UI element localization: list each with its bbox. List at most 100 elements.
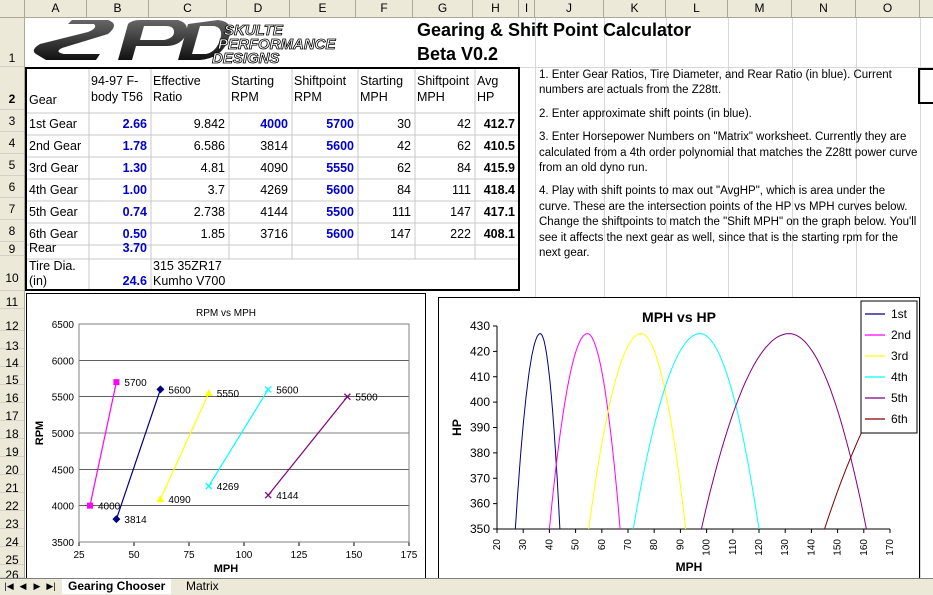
gear-row-4-shift-rpm[interactable]: 5600 <box>326 183 354 197</box>
chart2-legend-label-0: 1st <box>891 307 908 321</box>
selected-cell[interactable] <box>918 68 933 104</box>
gear-row-1-shift-rpm[interactable]: 5700 <box>326 117 354 131</box>
gear-row-2-avg-hp: 410.5 <box>483 139 515 153</box>
rear-label: Rear <box>29 241 57 255</box>
chart1-label-4-1: 5500 <box>355 393 378 404</box>
row-header-19[interactable]: 19 <box>0 439 24 459</box>
chart2-xlabel: MPH <box>676 560 703 574</box>
header-shift-rpm: Shiftpoint RPM <box>294 74 347 104</box>
chart2-xtick-5: 70 <box>623 539 634 551</box>
gear-row-4-ratio[interactable]: 1.00 <box>122 183 147 197</box>
row-header-11[interactable]: 11 <box>0 291 24 309</box>
row-header-21[interactable]: 21 <box>0 475 24 495</box>
chart1-series-3-line <box>208 389 269 487</box>
chart2-series-4th-line <box>632 333 760 529</box>
header-avg-hp: Avg HP <box>477 74 499 104</box>
col-header-i[interactable]: I <box>519 0 535 17</box>
col-header-k[interactable]: K <box>604 0 666 17</box>
gear-row-1-ratio[interactable]: 2.66 <box>122 117 147 131</box>
row-header-8[interactable]: 8 <box>0 220 24 242</box>
col-header-d[interactable]: D <box>227 0 290 17</box>
chart1-ylabel: RPM <box>34 421 46 445</box>
row-header-26[interactable]: 26 <box>0 565 24 582</box>
chart1-point-3-0 <box>205 482 213 490</box>
chart2-ytick-5: 400 <box>470 395 490 409</box>
row-header-12[interactable]: 12 <box>0 309 24 333</box>
col-header-b[interactable]: B <box>87 0 149 17</box>
rear-ratio-input[interactable]: 3.70 <box>122 241 147 255</box>
gear-row-6-shift-rpm[interactable]: 5600 <box>326 227 354 241</box>
gear-row-2-start-rpm: 3814 <box>260 139 288 153</box>
col-header-g[interactable]: G <box>413 0 473 17</box>
col-header-f[interactable]: F <box>356 0 413 17</box>
row-header-23[interactable]: 23 <box>0 511 24 531</box>
first-sheet-button[interactable]: |◀ <box>4 581 14 591</box>
col-header-a[interactable]: A <box>25 0 87 17</box>
col-header-e[interactable]: E <box>290 0 356 17</box>
gear-row-5-ratio[interactable]: 0.74 <box>122 205 147 219</box>
row-header-6[interactable]: 6 <box>0 176 24 198</box>
row-header-17[interactable]: 17 <box>0 403 24 423</box>
row-header-4[interactable]: 4 <box>0 132 24 154</box>
row-header-13[interactable]: 13 <box>0 331 24 353</box>
row-header-14[interactable]: 14 <box>0 349 24 370</box>
gear-row-5-shift-rpm[interactable]: 5500 <box>326 205 354 219</box>
chart2-series-1st-line <box>514 333 561 529</box>
gear-row-4-gear: 4th Gear <box>29 183 78 197</box>
chart1-xtick-6: 175 <box>401 550 418 561</box>
chart1-xtick-2: 75 <box>183 550 195 561</box>
gear-row-6-ratio[interactable]: 0.50 <box>122 227 147 241</box>
gear-row-3-ratio[interactable]: 1.30 <box>122 161 147 175</box>
tab-gearing-chooser[interactable]: Gearing Chooser <box>62 579 172 594</box>
gear-row-1-start-rpm[interactable]: 4000 <box>260 117 288 131</box>
gear-row-5-avg-hp: 417.1 <box>483 205 515 219</box>
col-header-c[interactable]: C <box>149 0 227 17</box>
chart1-point-2-0 <box>156 495 165 503</box>
chart1-ytick-6: 6500 <box>52 320 75 331</box>
row-header-20[interactable]: 20 <box>0 457 24 477</box>
row-header-18[interactable]: 18 <box>0 421 24 441</box>
chart1-label-2-1: 5550 <box>217 389 240 400</box>
col-header-o[interactable]: O <box>856 0 920 17</box>
col-header-h[interactable]: H <box>473 0 519 17</box>
row-header-16[interactable]: 16 <box>0 385 24 405</box>
select-all-corner[interactable] <box>0 0 25 17</box>
last-sheet-button[interactable]: ▶| <box>46 581 56 591</box>
chart2-xtick-10: 120 <box>754 539 765 556</box>
row-header-5[interactable]: 5 <box>0 154 24 176</box>
row-header-1[interactable]: 1 <box>0 18 24 67</box>
row-header-25[interactable]: 25 <box>0 547 24 567</box>
tab-matrix[interactable]: Matrix <box>186 579 219 593</box>
row-header-22[interactable]: 22 <box>0 493 24 513</box>
chart1-label-1-0: 3814 <box>124 515 147 526</box>
row-header-3[interactable]: 3 <box>0 110 24 132</box>
rpm-vs-mph-chart[interactable]: RPM vs MPH 3500 4000 4500 5000 5500 6000 6500 25… <box>26 293 426 579</box>
row-header-15[interactable]: 15 <box>0 367 24 387</box>
row-header-10[interactable]: 10 <box>0 256 24 291</box>
chart2-legend-label-1: 2nd <box>891 328 911 342</box>
chart1-xtick-0: 25 <box>73 550 85 561</box>
chart2-xtick-0: 20 <box>492 539 503 551</box>
gear-row-3-shift-rpm[interactable]: 5550 <box>326 161 354 175</box>
col-header-m[interactable]: M <box>728 0 792 17</box>
row-header-7[interactable]: 7 <box>0 198 24 220</box>
col-header-n[interactable]: N <box>792 0 856 17</box>
chart2-ytick-0: 350 <box>470 522 490 536</box>
chart1-label-3-1: 5600 <box>276 385 299 396</box>
gear-row-2-shift-rpm[interactable]: 5600 <box>326 139 354 153</box>
col-header-j[interactable]: J <box>535 0 604 17</box>
tire-label: Tire Dia. (in) <box>29 259 76 288</box>
chart2-xtick-6: 80 <box>649 539 660 551</box>
row-header-2[interactable]: 2 <box>0 67 24 110</box>
gear-row-1-shift-mph: 42 <box>457 117 471 131</box>
gear-row-4-avg-hp: 418.4 <box>483 183 515 197</box>
col-header-l[interactable]: L <box>666 0 728 17</box>
next-sheet-button[interactable]: ▶ <box>33 581 41 591</box>
gear-row-6-shift-mph: 222 <box>450 227 471 241</box>
mph-vs-hp-chart[interactable]: MPH vs HP 350 360 370 380 390 400 410 420 430 20 30… <box>438 297 920 579</box>
row-header-24[interactable]: 24 <box>0 529 24 549</box>
prev-sheet-button[interactable]: ◀ <box>19 581 27 591</box>
gear-row-2-ratio[interactable]: 1.78 <box>122 139 147 153</box>
tire-diameter-input[interactable]: 24.6 <box>122 274 147 288</box>
row-header-9[interactable]: 9 <box>0 242 24 256</box>
